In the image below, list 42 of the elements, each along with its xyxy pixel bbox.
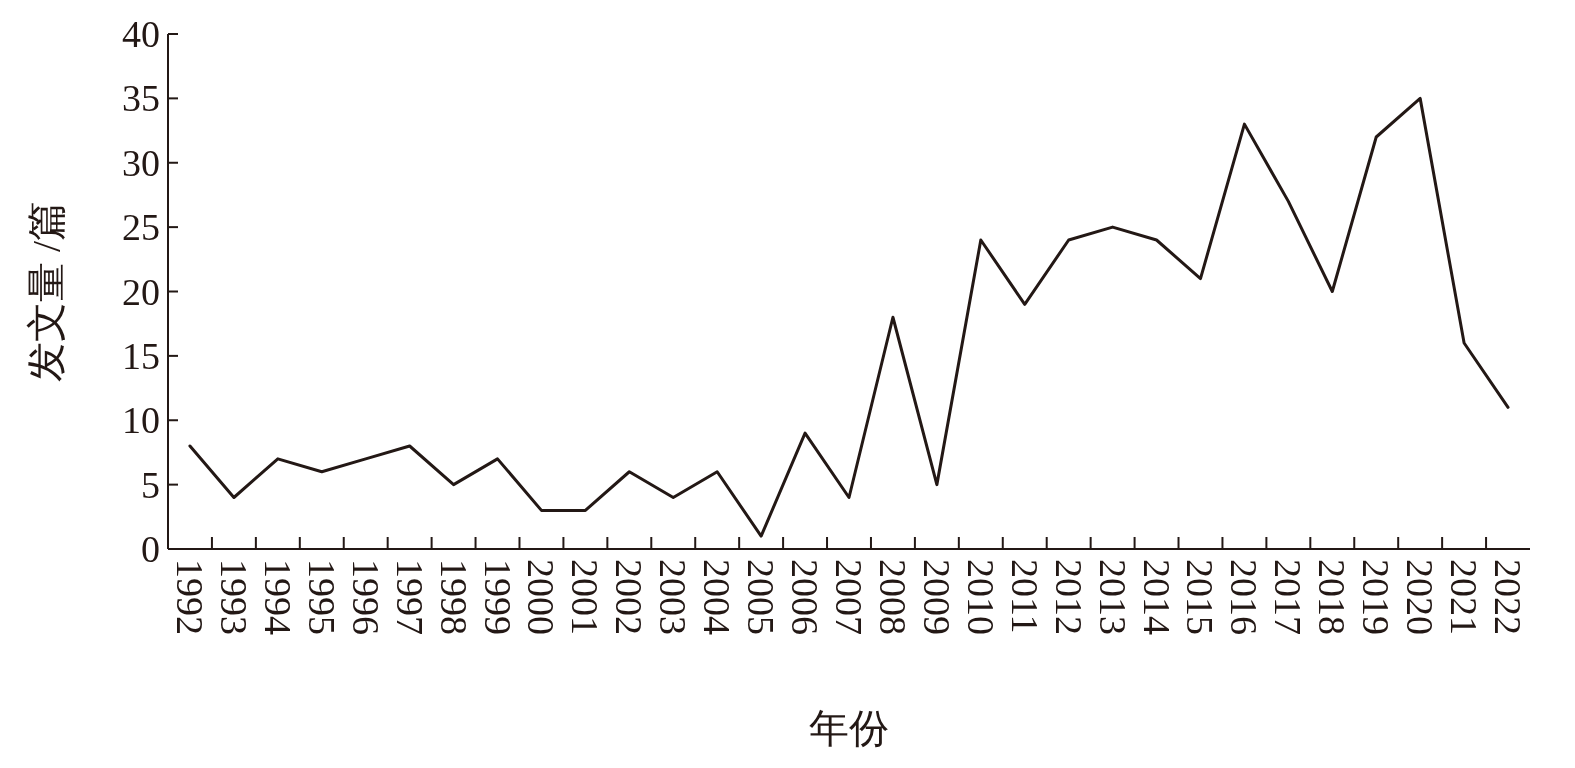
x-tick-label: 2014 xyxy=(1135,559,1178,635)
y-tick-label: 15 xyxy=(122,334,160,377)
x-tick-label: 2019 xyxy=(1355,559,1398,635)
x-tick-label: 2003 xyxy=(652,559,695,635)
y-axis-title: 发文量 /篇 xyxy=(24,200,69,383)
y-tick-label: 25 xyxy=(122,206,160,249)
x-tick-label: 2018 xyxy=(1311,559,1354,635)
x-tick-label: 2007 xyxy=(828,559,870,635)
y-tick-label: 10 xyxy=(122,399,160,442)
x-tick-label: 2011 xyxy=(1003,559,1046,634)
x-axis-title: 年份 xyxy=(809,706,889,751)
x-tick-label: 1994 xyxy=(256,559,299,635)
y-tick-label: 5 xyxy=(141,463,160,506)
x-tick-label: 1996 xyxy=(344,559,387,635)
x-tick-label: 1993 xyxy=(212,559,255,635)
x-tick-label: 2005 xyxy=(740,559,783,635)
x-tick-label: 2016 xyxy=(1223,559,1266,635)
x-tick-label: 2021 xyxy=(1443,559,1486,635)
y-tick-label: 40 xyxy=(122,13,160,55)
x-tick-label: 2022 xyxy=(1487,559,1530,635)
y-tick-label: 0 xyxy=(141,528,160,570)
y-tick-label: 35 xyxy=(122,77,160,120)
x-tick-label: 2013 xyxy=(1091,559,1134,635)
x-tick-label: 1998 xyxy=(432,559,475,635)
x-tick-label: 1995 xyxy=(300,559,343,635)
x-tick-label: 1992 xyxy=(168,559,211,635)
x-tick-label: 2004 xyxy=(696,559,739,635)
x-tick-label: 2006 xyxy=(784,559,827,635)
x-tick-label: 2017 xyxy=(1267,559,1310,635)
y-tick-label: 20 xyxy=(122,270,160,313)
x-tick-label: 2000 xyxy=(520,559,563,635)
x-tick-label: 1999 xyxy=(476,559,519,635)
x-tick-label: 2010 xyxy=(959,559,1002,635)
x-tick-label: 1997 xyxy=(388,559,431,635)
x-tick-label: 2009 xyxy=(915,559,958,635)
y-tick-label: 30 xyxy=(122,141,160,184)
x-tick-label: 2012 xyxy=(1047,559,1090,635)
x-tick-label: 2002 xyxy=(608,559,651,635)
x-tick-label: 2015 xyxy=(1179,559,1222,635)
x-tick-label: 2001 xyxy=(564,559,607,635)
x-tick-label: 2008 xyxy=(871,559,914,635)
x-tick-label: 2020 xyxy=(1399,559,1442,635)
